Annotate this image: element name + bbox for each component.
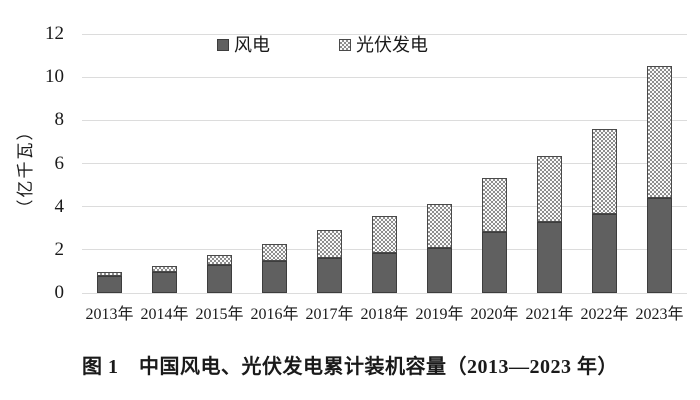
wind-legend-swatch-icon [217,39,229,51]
gridline [82,33,687,35]
y-tick-label: 0 [54,282,65,303]
gridline [82,76,687,78]
x-tick-label: 2021年 [525,306,574,323]
x-tick-label: 2017年 [305,306,354,323]
gridline [82,163,687,164]
x-tick-label: 2014年 [140,306,189,323]
legend-label-wind: 风电 [234,35,270,55]
plot-area [82,33,687,294]
bar-wind-2015 [207,264,232,293]
x-tick-label: 2020年 [470,306,519,323]
x-tick-label: 2016年 [250,306,299,323]
y-tick-label: 8 [54,109,65,131]
legend-label-solar: 光伏发电 [356,35,428,55]
bar-wind-2018 [372,253,397,293]
gridline [82,292,687,294]
bar-solar-2020 [482,177,507,233]
bar-wind-2021 [537,222,562,293]
bar-wind-2020 [482,232,507,293]
y-tick-label: 6 [54,152,65,174]
x-tick-label: 2015年 [195,306,244,323]
y-tick-label: 2 [54,238,65,260]
legend-item-wind: 风电 [217,36,270,54]
bar-solar-2018 [372,215,397,254]
bar-solar-2013 [97,272,122,277]
bar-wind-2019 [427,248,452,293]
y-tick-label: 10 [45,66,64,88]
x-tick-label: 2013年 [85,306,134,323]
bar-solar-2015 [207,255,232,265]
figure-caption: 图 1 中国风电、光伏发电累计装机容量（2013—2023 年） [82,356,618,378]
bar-solar-2014 [152,266,177,273]
bar-wind-2013 [97,276,122,293]
bar-wind-2023 [647,197,672,293]
bar-solar-2017 [317,229,342,258]
bar-solar-2022 [592,129,617,215]
x-tick-label: 2018年 [360,306,409,323]
bar-wind-2017 [317,257,342,293]
legend-item-solar: 光伏发电 [339,36,428,54]
bar-wind-2022 [592,214,617,293]
x-tick-label: 2022年 [580,306,629,323]
bar-solar-2023 [647,66,672,198]
bar-solar-2019 [427,203,452,249]
y-tick-label: 4 [54,195,65,217]
gridline [82,119,687,121]
gridline [82,206,687,208]
bar-solar-2016 [262,244,287,261]
bar-wind-2016 [262,260,287,293]
y-tick-label: 12 [45,23,64,44]
x-tick-label: 2023年 [635,306,684,323]
solar-legend-swatch-icon [339,39,351,51]
x-tick-label: 2019年 [415,306,464,323]
bar-solar-2021 [537,156,562,223]
bar-wind-2014 [152,272,177,293]
